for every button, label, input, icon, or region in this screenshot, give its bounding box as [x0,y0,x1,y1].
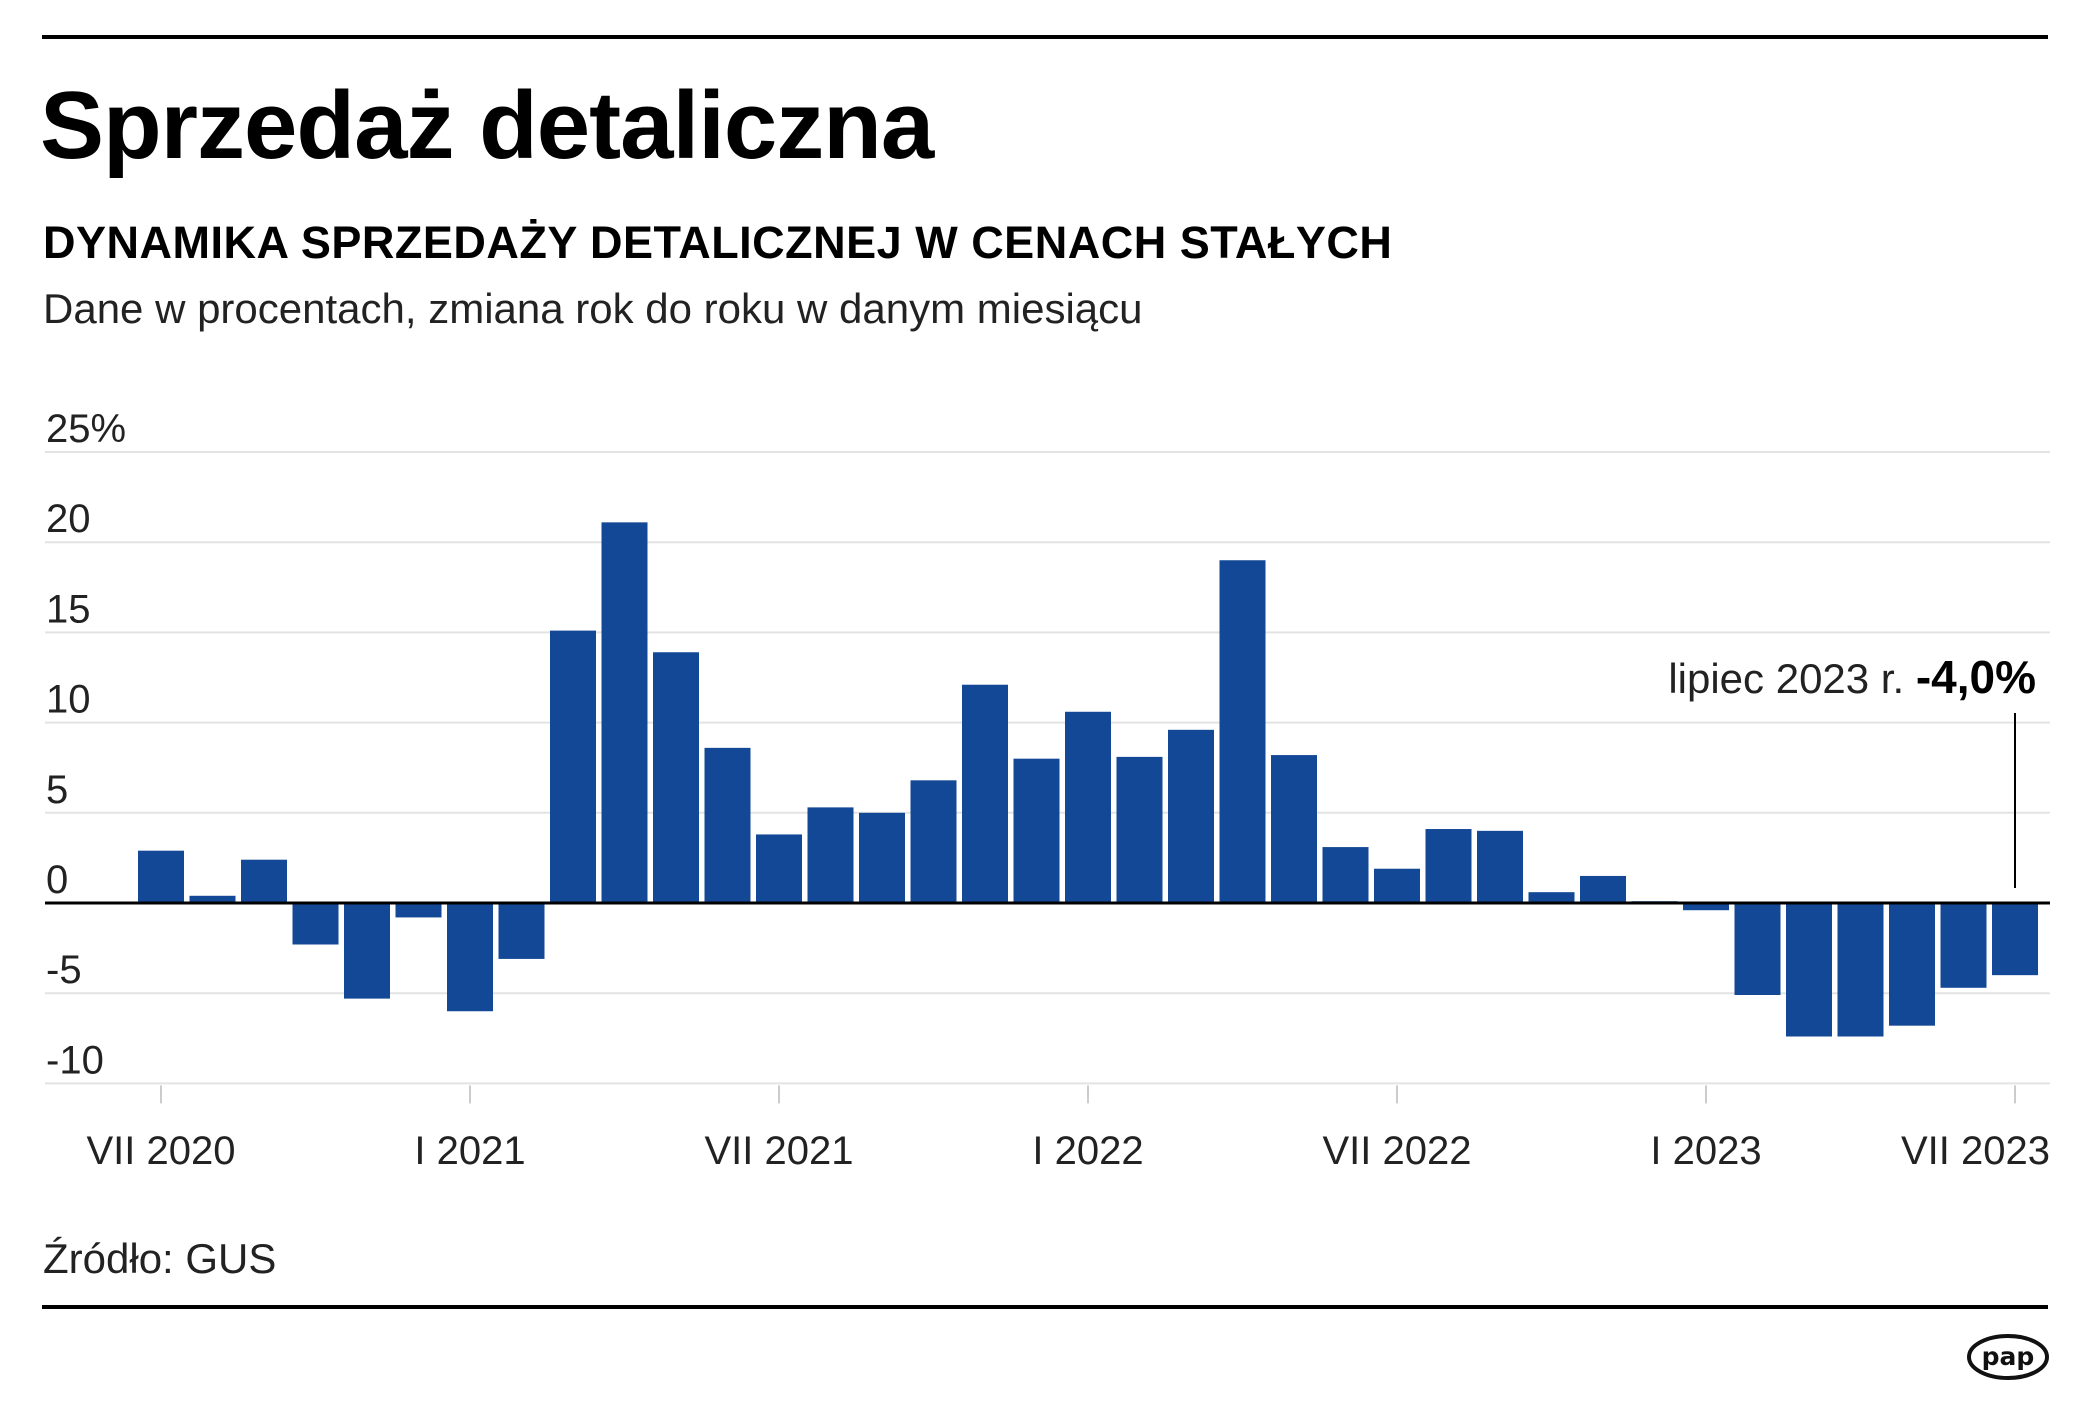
bar [1271,755,1317,903]
x-tick-label: I 2022 [1032,1129,1143,1173]
bar [1786,903,1832,1037]
source-note: Źródło: GUS [43,1235,277,1282]
bar [962,684,1008,903]
bar [1013,758,1060,903]
bar [550,630,596,903]
bar [1374,868,1420,903]
bar [807,807,854,903]
bar [395,903,442,918]
chart-description: Dane w procentach, zmiana rok do roku w … [43,285,1143,332]
y-tick-label: -5 [46,948,82,992]
bar [1683,903,1729,911]
pap-logo-text: pap [1982,1342,2035,1371]
bar [138,850,184,903]
y-tick-label: 0 [46,858,68,902]
bar [344,903,390,999]
bar-chart: 25% 20 15 10 5 0 -5 -10 VII 2020 I 2021 VII 2021 I … [45,407,2050,1173]
x-tick-label: I 2021 [414,1129,525,1173]
bar [859,812,905,903]
bar [910,780,957,903]
bar [1477,830,1523,903]
top-rule [42,35,2048,39]
bar [704,747,751,903]
bar [1580,875,1626,903]
y-tick-label: 20 [46,497,91,541]
bar [241,859,287,903]
bar [1940,903,1987,988]
bar [1734,903,1781,996]
bar [1116,756,1163,903]
annotation-date: lipiec 2023 r. [1668,655,1916,702]
bar [189,895,236,903]
y-tick-label: 5 [46,768,68,812]
bar [1322,847,1369,903]
bar [1425,829,1472,903]
y-tick-label: -10 [46,1038,104,1082]
x-tick-label: VII 2020 [86,1129,235,1173]
x-tick-label: VII 2023 [1901,1129,2050,1173]
x-tick-label: VII 2022 [1322,1129,1471,1173]
bar [1219,560,1266,903]
bar [601,522,648,903]
bar [653,652,699,903]
y-tick-label: 10 [46,678,91,722]
bar [292,903,339,945]
bar [1837,903,1884,1037]
chart-subtitle: DYNAMIKA SPRZEDAŻY DETALICZNEJ W CENACH … [43,217,1393,268]
chart-title: Sprzedaż detaliczna [40,72,934,179]
bar [1889,903,1935,1026]
bar [1528,892,1575,903]
bar [447,903,493,1012]
bar [1992,903,2038,976]
pap-logo: pap [1967,1334,2049,1380]
bar [1168,729,1214,903]
x-tick-label: VII 2021 [704,1129,853,1173]
y-tick-label: 15 [46,587,91,631]
bar [756,834,802,903]
annotation-value: -4,0% [1916,651,2036,703]
y-tick-label: 25% [46,407,126,451]
bar [498,903,545,959]
bar [1065,711,1111,903]
x-tick-label: I 2023 [1650,1129,1761,1173]
bottom-rule [42,1305,2048,1309]
annotation-label: lipiec 2023 r. -4,0% [1668,651,2036,703]
